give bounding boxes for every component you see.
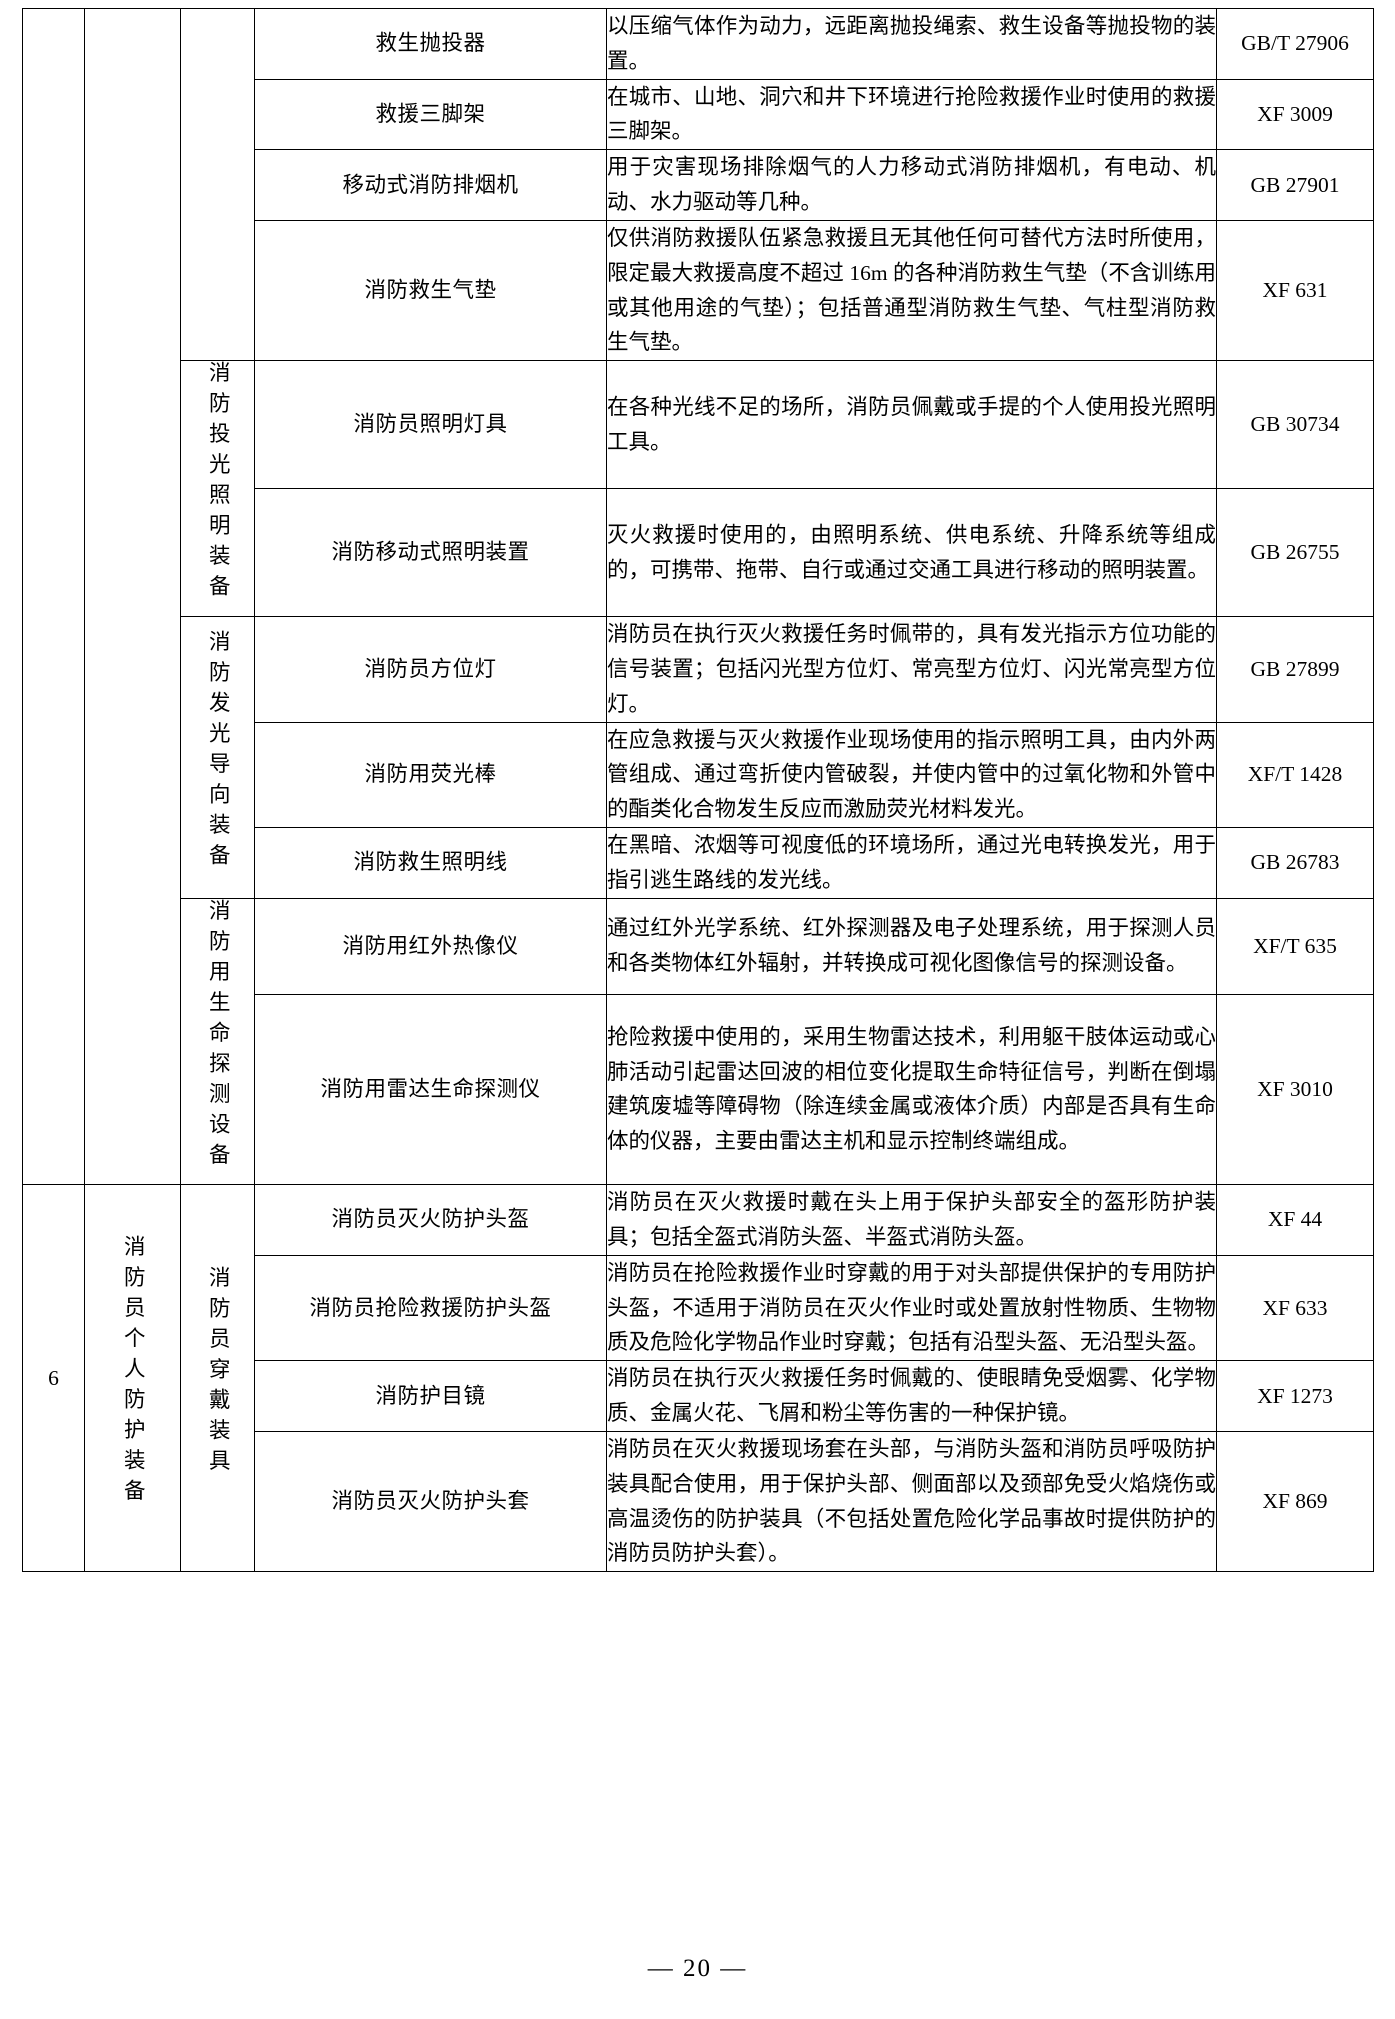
- table-row: 救生抛投器 以压缩气体作为动力，远距离抛投绳索、救生设备等抛投物的装置。 GB/…: [22, 7, 1374, 1186]
- equipment-description: 灭火救援时使用的，由照明系统、供电系统、升降系统等组成的，可携带、拖带、自行或通…: [606, 488, 1217, 618]
- equipment-description: 消防员在灭火救援时戴在头上用于保护头部安全的盔形防护装具；包括全盔式消防头盔、半…: [606, 1184, 1217, 1256]
- table-row: 消防用荧光棒 在应急救援与灭火救援作业现场使用的指示照明工具，由内外两管组成、通…: [23, 721, 1374, 829]
- table-body: 救生抛投器 以压缩气体作为动力，远距离抛投绳索、救生设备等抛投物的装置。 GB/…: [22, 7, 1374, 1573]
- level1-category-cell: 消防员个人防护装备: [84, 1184, 181, 1573]
- equipment-description: 消防员在灭火救援现场套在头部，与消防头盔和消防员呼吸防护装具配合使用，用于保护头…: [606, 1430, 1217, 1573]
- standard-code: XF 3009: [1216, 78, 1374, 151]
- table-row: 消防护目镜 消防员在执行灭火救援任务时佩戴的、使眼睛免受烟雾、化学物质、金属火花…: [23, 1360, 1374, 1432]
- equipment-description: 消防员在执行灭火救援任务时佩带的，具有发光指示方位功能的信号装置；包括闪光型方位…: [606, 616, 1217, 723]
- equipment-description: 在应急救援与灭火救援作业现场使用的指示照明工具，由内外两管组成、通过弯折使内管破…: [606, 721, 1217, 829]
- equipment-description: 在各种光线不足的场所，消防员佩戴或手提的个人使用投光照明工具。: [606, 360, 1217, 490]
- equipment-description: 在城市、山地、洞穴和井下环境进行抢险救援作业时使用的救援三脚架。: [606, 78, 1217, 151]
- equipment-name: 消防员灭火防护头套: [254, 1430, 607, 1573]
- level1-category-cell: [84, 7, 181, 1186]
- level2-category-cell: 消防用生命探测设备: [180, 897, 255, 1186]
- equipment-name: 消防用荧光棒: [254, 721, 607, 829]
- level1-category-label: 消防员个人防护装备: [121, 1235, 146, 1510]
- table-row: 救援三脚架 在城市、山地、洞穴和井下环境进行抢险救援作业时使用的救援三脚架。 X…: [23, 78, 1374, 151]
- equipment-description: 在黑暗、浓烟等可视度低的环境场所，通过光电转换发光，用于指引逃生路线的发光线。: [606, 827, 1217, 899]
- table-row: 消防员抢险救援防护头盔 消防员在抢险救援作业时穿戴的用于对头部提供保护的专用防护…: [23, 1254, 1374, 1362]
- equipment-description: 仅供消防救援队伍紧急救援且无其他任何可替代方法时所使用，限定最大救援高度不超过 …: [606, 219, 1217, 362]
- equipment-description: 用于灾害现场排除烟气的人力移动式消防排烟机，有电动、机动、水力驱动等几种。: [606, 149, 1217, 221]
- equipment-name: 救援三脚架: [254, 78, 607, 151]
- equipment-name: 消防救生照明线: [254, 827, 607, 899]
- level2-category-label: 消防发光导向装备: [206, 630, 231, 874]
- standard-code: XF 3010: [1216, 993, 1374, 1186]
- equipment-description: 消防员在执行灭火救援任务时佩戴的、使眼睛免受烟雾、化学物质、金属火花、飞屑和粉尘…: [606, 1360, 1217, 1432]
- level2-category-label: 消防投光照明装备: [206, 361, 231, 606]
- equipment-name: 消防员方位灯: [254, 616, 607, 723]
- equipment-table: 救生抛投器 以压缩气体作为动力，远距离抛投绳索、救生设备等抛投物的装置。 GB/…: [22, 7, 1374, 1573]
- standard-code: GB 27899: [1216, 616, 1374, 723]
- level2-category-label: 消防用生命探测设备: [206, 898, 231, 1174]
- equipment-name: 消防护目镜: [254, 1360, 607, 1432]
- level2-category-cell: 消防员穿戴装具: [180, 1184, 255, 1573]
- level2-category-cell: 消防投光照明装备: [180, 360, 255, 618]
- equipment-name: 消防救生气垫: [254, 219, 607, 362]
- equipment-name: 消防员照明灯具: [254, 360, 607, 490]
- equipment-description: 抢险救援中使用的，采用生物雷达技术，利用躯干肢体运动或心肺活动引起雷达回波的相位…: [606, 993, 1217, 1186]
- table-row: 消防移动式照明装置 灭火救援时使用的，由照明系统、供电系统、升降系统等组成的，可…: [23, 488, 1374, 618]
- equipment-description: 通过红外光学系统、红外探测器及电子处理系统，用于探测人员和各类物体红外辐射，并转…: [606, 897, 1217, 995]
- row-number-cell: [22, 7, 85, 1186]
- level2-category-cell: [180, 7, 255, 362]
- equipment-name: 消防移动式照明装置: [254, 488, 607, 618]
- equipment-name: 消防员抢险救援防护头盔: [254, 1254, 607, 1362]
- table-row: 移动式消防排烟机 用于灾害现场排除烟气的人力移动式消防排烟机，有电动、机动、水力…: [23, 149, 1374, 221]
- standard-code: XF 44: [1216, 1184, 1374, 1256]
- row-number-cell: 6: [22, 1184, 85, 1573]
- equipment-name: 移动式消防排烟机: [254, 149, 607, 221]
- table-row: 消防用生命探测设备 消防用红外热像仪 通过红外光学系统、红外探测器及电子处理系统…: [23, 897, 1374, 1186]
- page-number-footer: — 20 —: [647, 1955, 748, 1982]
- table-row: 消防投光照明装备 消防员照明灯具 在各种光线不足的场所，消防员佩戴或手提的个人使…: [23, 360, 1374, 618]
- table-row: 消防发光导向装备 消防员方位灯 消防员在执行灭火救援任务时佩带的，具有发光指示方…: [23, 616, 1374, 899]
- level2-category-cell: 消防发光导向装备: [180, 616, 255, 899]
- standard-code: GB 27901: [1216, 149, 1374, 221]
- equipment-name: 消防员灭火防护头盔: [254, 1184, 607, 1256]
- equipment-name: 消防用红外热像仪: [254, 897, 607, 995]
- standard-code: XF/T 635: [1216, 897, 1374, 995]
- equipment-description: 消防员在抢险救援作业时穿戴的用于对头部提供保护的专用防护头盔，不适用于消防员在灭…: [606, 1254, 1217, 1362]
- table-row: 消防用雷达生命探测仪 抢险救援中使用的，采用生物雷达技术，利用躯干肢体运动或心肺…: [23, 993, 1374, 1186]
- equipment-name: 消防用雷达生命探测仪: [254, 993, 607, 1186]
- standard-code: XF 869: [1216, 1430, 1374, 1573]
- standard-code: GB 26755: [1216, 488, 1374, 618]
- standard-code: GB/T 27906: [1216, 8, 1374, 80]
- equipment-name: 救生抛投器: [254, 8, 607, 80]
- standard-code: GB 26783: [1216, 827, 1374, 899]
- level2-category-label: 消防员穿戴装具: [206, 1265, 231, 1480]
- standard-code: XF/T 1428: [1216, 721, 1374, 829]
- equipment-description: 以压缩气体作为动力，远距离抛投绳索、救生设备等抛投物的装置。: [606, 8, 1217, 80]
- table-row: 消防员灭火防护头套 消防员在灭火救援现场套在头部，与消防头盔和消防员呼吸防护装具…: [23, 1430, 1374, 1573]
- table-row: 消防救生气垫 仅供消防救援队伍紧急救援且无其他任何可替代方法时所使用，限定最大救…: [23, 219, 1374, 362]
- standard-code: GB 30734: [1216, 360, 1374, 490]
- standard-code: XF 1273: [1216, 1360, 1374, 1432]
- standard-code: XF 633: [1216, 1254, 1374, 1362]
- standard-code: XF 631: [1216, 219, 1374, 362]
- table-row: 6 消防员个人防护装备 消防员穿戴装具 消防员灭火防护头盔 消防员在灭火救援时戴…: [22, 1184, 1374, 1573]
